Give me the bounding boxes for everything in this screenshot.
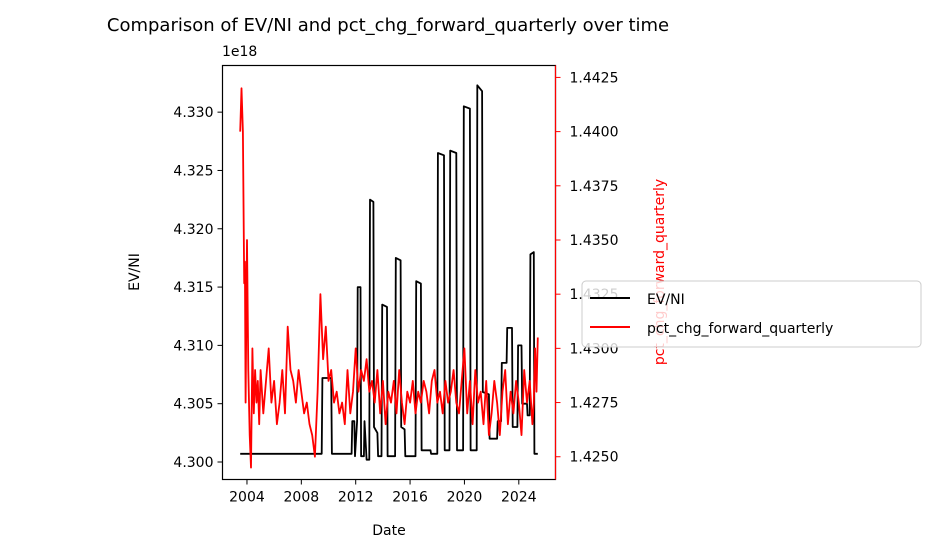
x-tick-label: 2020 xyxy=(447,490,483,506)
left-y-tick-label: 4.325 xyxy=(173,163,213,179)
series-line-ev-ni xyxy=(240,84,538,461)
right-y-tick-label: 1.4275 xyxy=(570,396,619,412)
left-axis-offset: 1e18 xyxy=(222,44,257,60)
x-tick-label: 2012 xyxy=(338,490,374,506)
x-tick-label: 2008 xyxy=(284,490,320,506)
right-y-tick-label: 1.4425 xyxy=(570,70,619,86)
chart-title: Comparison of EV/NI and pct_chg_forward_… xyxy=(107,15,669,36)
left-y-tick-label: 4.300 xyxy=(173,455,213,471)
legend-box xyxy=(581,280,922,348)
left-y-tick-label: 4.315 xyxy=(173,280,213,296)
left-y-tick-label: 4.310 xyxy=(173,338,213,354)
right-y-tick-label: 1.4400 xyxy=(570,125,619,141)
legend-label-pct-chg: pct_chg_forward_quarterly xyxy=(647,321,833,337)
series-line-pct-chg-forward-quarterly xyxy=(239,87,539,469)
left-y-axis-ticks: 4.300 4.305 4.310 4.315 4.320 4.325 4.330 xyxy=(173,105,223,471)
right-y-axis-ticks: 1.42501.42751.43001.43251.43501.43751.44… xyxy=(555,70,619,466)
x-axis-ticks: 2004 2008 2012 2016 2020 2024 xyxy=(229,479,537,506)
x-tick-label: 2024 xyxy=(501,490,537,506)
left-y-tick-label: 4.320 xyxy=(173,222,213,238)
legend: EV/NI pct_chg_forward_quarterly xyxy=(581,280,922,348)
right-y-tick-label: 1.4375 xyxy=(570,179,619,195)
x-tick-label: 2004 xyxy=(229,490,265,506)
series-layer xyxy=(239,84,539,469)
plot-frame xyxy=(221,64,557,481)
legend-label-ev-ni: EV/NI xyxy=(647,292,685,308)
left-y-axis-label: EV/NI xyxy=(127,253,143,291)
left-y-tick-label: 4.330 xyxy=(173,105,213,121)
right-y-tick-label: 1.4250 xyxy=(570,450,619,466)
right-y-tick-label: 1.4350 xyxy=(570,233,619,249)
left-y-tick-label: 4.305 xyxy=(173,397,213,413)
x-axis-label: Date xyxy=(372,523,405,539)
x-tick-label: 2016 xyxy=(392,490,428,506)
